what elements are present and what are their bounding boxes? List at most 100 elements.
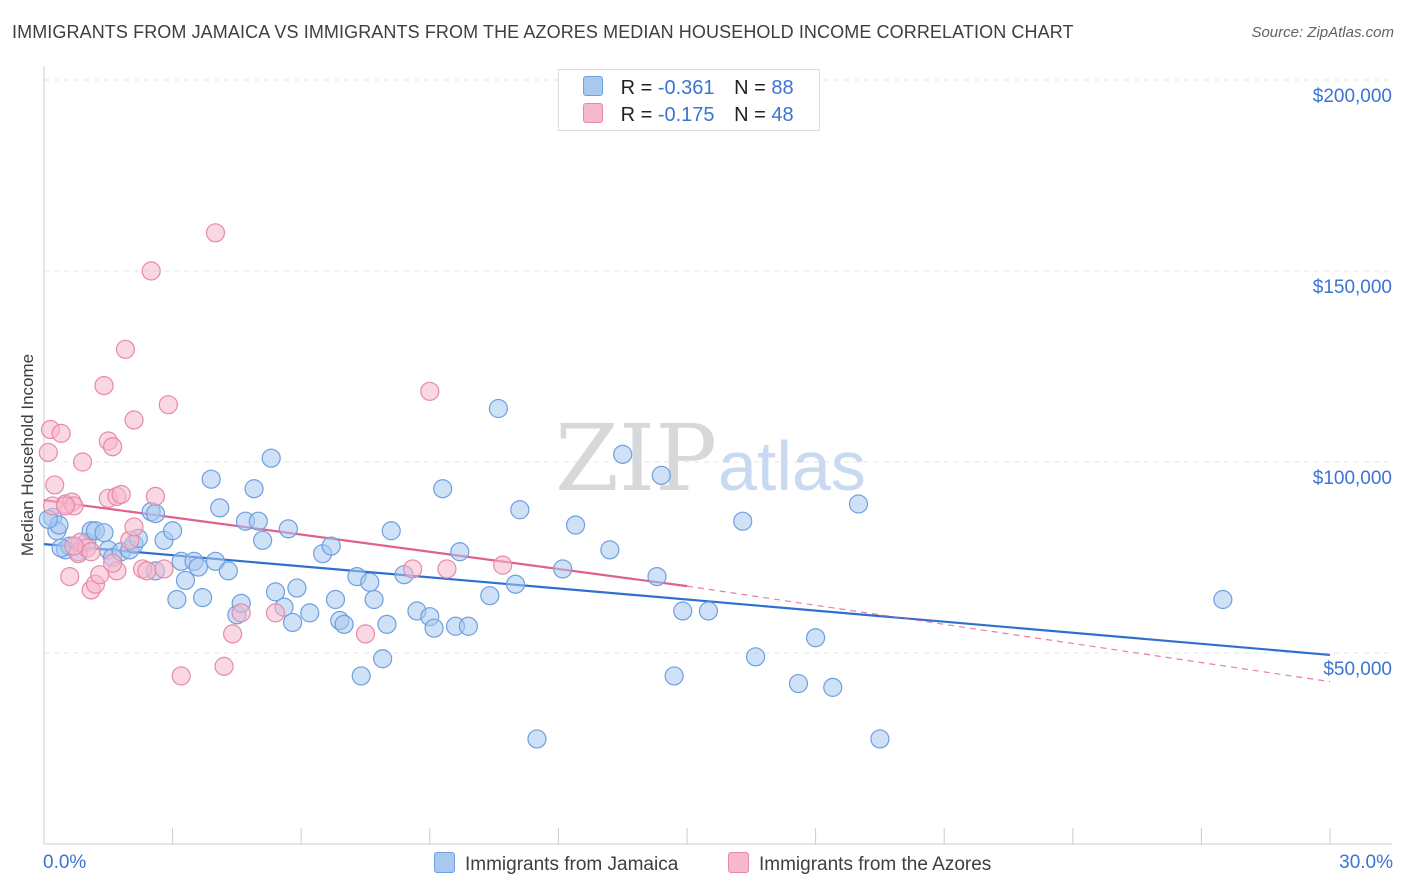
data-point-azores	[64, 536, 84, 556]
data-point-jamaica	[600, 540, 620, 560]
data-point-azores	[51, 423, 71, 443]
data-point-jamaica	[253, 530, 273, 550]
data-point-azores	[141, 261, 161, 281]
data-point-jamaica	[381, 521, 401, 541]
y-tick-50000: $50,000	[1323, 659, 1392, 680]
data-point-azores	[420, 381, 440, 401]
data-point-jamaica	[188, 557, 208, 577]
data-point-jamaica	[505, 574, 526, 594]
data-point-jamaica	[664, 666, 684, 686]
data-point-jamaica	[300, 603, 320, 623]
legend-n-label: N =	[734, 77, 766, 99]
data-point-jamaica	[360, 572, 380, 592]
data-point-azores	[111, 484, 131, 505]
source-credit: Source: ZipAtlas.com	[1251, 24, 1394, 41]
legend-r-value-azores: -0.175	[657, 104, 715, 126]
grid-lines	[44, 79, 1392, 654]
trend-extension-azores	[686, 585, 1331, 683]
legend-r-value-jamaica: -0.361	[657, 77, 715, 99]
legend-n-label: N =	[734, 104, 766, 126]
x-tick-max: 30.0%	[1339, 852, 1393, 873]
bottom-legend-swatch-azores	[728, 852, 749, 873]
data-point-jamaica	[163, 521, 183, 541]
data-point-jamaica	[321, 536, 341, 556]
data-point-azores	[145, 486, 166, 506]
data-point-jamaica	[805, 628, 826, 648]
data-point-azores	[115, 339, 136, 359]
data-point-azores	[45, 475, 65, 495]
watermark: ZIP atlas	[555, 405, 866, 512]
data-point-azores	[231, 603, 251, 623]
data-point-jamaica	[527, 729, 547, 749]
data-point-azores	[223, 624, 243, 644]
data-point-jamaica	[261, 448, 281, 468]
legend-swatch-jamaica	[583, 76, 603, 96]
bottom-legend-azores: Immigrants from the Azores	[728, 852, 991, 876]
data-point-azores	[102, 553, 123, 573]
data-point-jamaica	[450, 542, 470, 562]
data-point-azores	[94, 376, 114, 396]
data-point-jamaica	[278, 519, 298, 539]
data-point-azores	[171, 666, 191, 686]
data-point-azores	[158, 395, 178, 415]
data-points	[38, 223, 1233, 749]
data-point-jamaica	[698, 601, 719, 621]
y-tick-150000: $150,000	[1312, 277, 1392, 298]
data-point-jamaica	[480, 586, 500, 606]
data-point-azores	[265, 603, 286, 623]
data-point-jamaica	[193, 588, 213, 608]
data-point-jamaica	[651, 465, 671, 485]
x-tick-min: 0.0%	[43, 852, 87, 873]
data-point-jamaica	[210, 498, 230, 518]
data-point-jamaica	[673, 601, 693, 621]
data-point-azores	[60, 566, 80, 587]
watermark-zip: ZIP	[555, 405, 717, 512]
bottom-legend-label-jamaica: Immigrants from Jamaica	[465, 854, 679, 875]
bottom-legend-jamaica: Immigrants from Jamaica	[434, 852, 678, 876]
chart-title: IMMIGRANTS FROM JAMAICA VS IMMIGRANTS FR…	[12, 22, 1074, 42]
data-point-jamaica	[510, 500, 530, 520]
data-point-azores	[81, 542, 101, 562]
data-point-jamaica	[94, 523, 114, 543]
bottom-legend-swatch-jamaica	[434, 852, 455, 873]
data-point-azores	[124, 410, 144, 430]
data-point-jamaica	[351, 666, 371, 686]
legend-r-label: R =	[620, 77, 653, 99]
legend-swatch-azores	[583, 103, 603, 123]
data-point-jamaica	[167, 589, 187, 610]
trend-line-jamaica	[43, 543, 1331, 657]
legend-row-jamaica: R = -0.361 N = 88	[583, 76, 794, 100]
data-point-jamaica	[377, 614, 397, 634]
data-point-jamaica	[823, 677, 843, 697]
data-point-jamaica	[553, 559, 573, 579]
data-point-jamaica	[458, 616, 478, 636]
legend-n-value-azores: 48	[771, 104, 794, 126]
data-point-jamaica	[265, 582, 286, 602]
legend-row-azores: R = -0.175 N = 48	[583, 103, 794, 127]
data-point-jamaica	[248, 511, 268, 531]
data-point-azores	[154, 559, 174, 579]
data-point-jamaica	[201, 469, 221, 489]
bottom-legend-label-azores: Immigrants from the Azores	[759, 854, 992, 875]
data-point-azores	[72, 452, 93, 472]
legend-n-value-jamaica: 88	[771, 77, 794, 99]
data-point-azores	[205, 223, 226, 243]
data-point-azores	[403, 559, 423, 579]
y-axis-label: Median Household Income	[18, 353, 37, 557]
data-point-jamaica	[1213, 589, 1233, 610]
data-point-jamaica	[334, 614, 354, 634]
data-point-jamaica	[848, 494, 869, 514]
data-point-jamaica	[433, 479, 453, 499]
watermark-atlas: atlas	[718, 427, 866, 505]
data-point-azores	[214, 656, 234, 676]
data-point-azores	[102, 437, 123, 457]
data-point-jamaica	[788, 673, 809, 694]
data-point-azores	[38, 442, 58, 463]
data-point-jamaica	[745, 647, 766, 667]
data-point-jamaica	[287, 578, 307, 598]
data-point-jamaica	[565, 515, 586, 535]
data-point-azores	[437, 559, 457, 579]
data-point-jamaica	[733, 511, 753, 531]
data-point-jamaica	[325, 589, 346, 610]
